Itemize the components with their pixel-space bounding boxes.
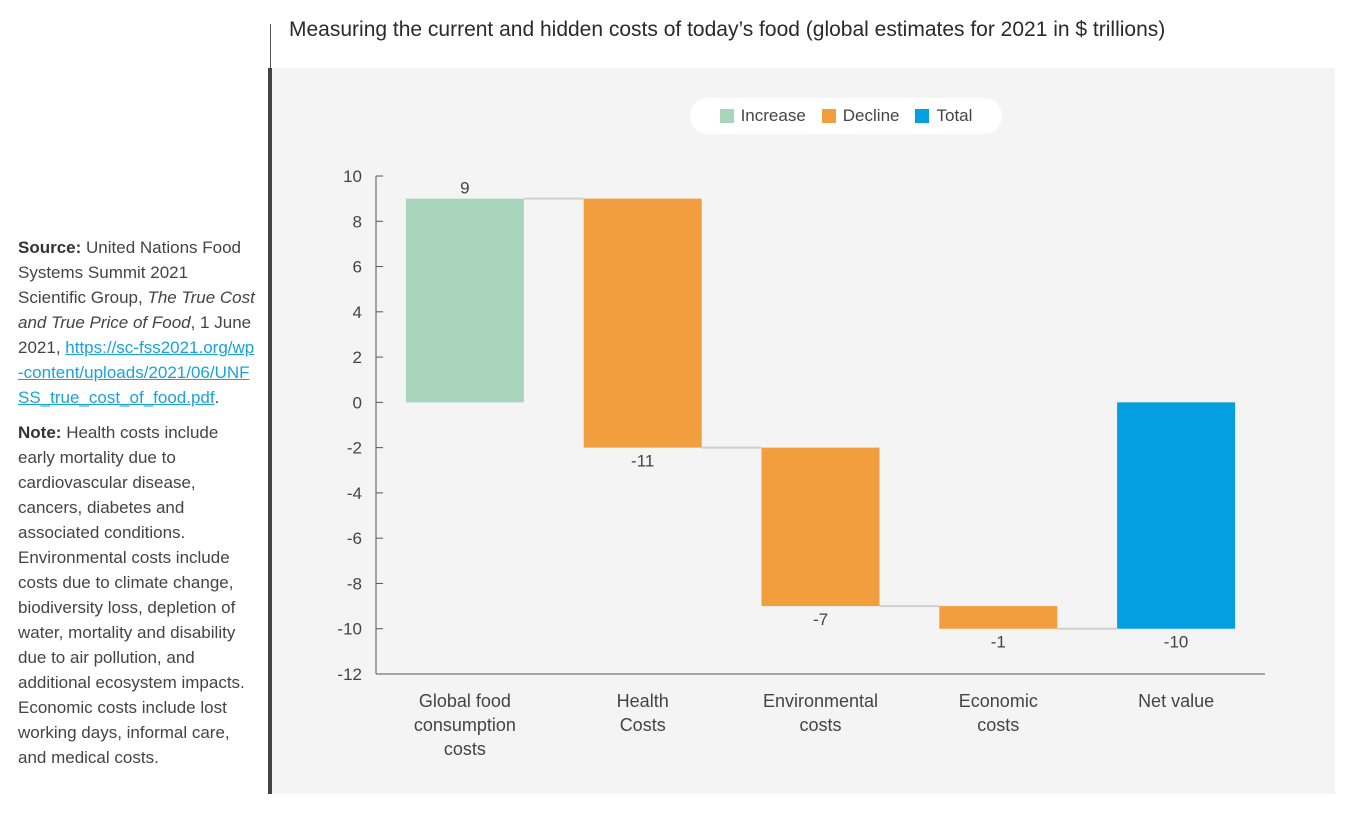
y-tick-label: -8 — [347, 574, 362, 593]
y-tick-label: -6 — [347, 529, 362, 548]
data-label: -11 — [631, 452, 654, 471]
bar-decline — [583, 198, 702, 448]
chart-legend: Increase Decline Total — [690, 98, 1002, 134]
y-tick-label: 2 — [353, 348, 362, 367]
legend-swatch-total — [915, 109, 930, 123]
y-tick-label: -2 — [347, 439, 362, 458]
bar-increase — [405, 198, 524, 403]
y-tick-label: 8 — [353, 212, 362, 231]
source-link[interactable]: https://sc-fss2021.org/wp-content/upload… — [18, 338, 255, 407]
legend-item-decline: Decline — [821, 106, 900, 126]
source-text: United Nations Food Systems Summit 2021 … — [18, 238, 242, 307]
panel-divider — [268, 68, 272, 794]
legend-swatch-increase — [719, 109, 734, 123]
legend-label-increase: Increase — [740, 106, 806, 125]
title-divider — [270, 24, 271, 68]
x-category-label: Net value — [1138, 691, 1214, 711]
y-tick-label: -10 — [337, 620, 362, 639]
data-label: -1 — [991, 633, 1006, 652]
sidebar-notes: Source: United Nations Food Systems Summ… — [18, 235, 258, 780]
legend-label-decline: Decline — [842, 106, 900, 125]
y-tick-label: 10 — [343, 167, 362, 186]
data-label: -7 — [813, 610, 828, 629]
source-title: The True Cost and True Price of Food — [18, 288, 255, 332]
note-label: Note: — [18, 423, 62, 442]
bar-decline — [761, 447, 880, 607]
bar-total — [1117, 402, 1236, 629]
chart-title: Measuring the current and hidden costs o… — [289, 18, 1166, 41]
source-label: Source: — [18, 238, 82, 257]
legend-item-increase: Increase — [719, 106, 806, 126]
source-end: . — [214, 388, 220, 407]
y-tick-label: 6 — [353, 258, 362, 277]
note-text: Health costs include early mortality due… — [18, 423, 245, 767]
y-tick-label: 4 — [353, 303, 362, 322]
data-label: -10 — [1164, 633, 1189, 652]
x-category-label: Economic costs — [959, 691, 1038, 735]
source-date: , 1 June 2021, — [18, 313, 252, 357]
y-tick-label: 0 — [353, 393, 362, 412]
y-tick-label: -12 — [337, 665, 362, 684]
note-paragraph: Note: Health costs include early mortali… — [18, 420, 258, 770]
x-category-label: Environmental costs — [763, 691, 878, 735]
data-label: 9 — [460, 179, 469, 198]
y-tick-label: -4 — [347, 484, 362, 503]
legend-item-total: Total — [915, 106, 972, 126]
bar-decline — [939, 606, 1058, 629]
x-category-label: Global food consumption costs — [414, 691, 516, 759]
x-category-label: Health Costs — [617, 691, 669, 735]
source-paragraph: Source: United Nations Food Systems Summ… — [18, 235, 258, 410]
legend-label-total: Total — [936, 106, 973, 125]
legend-swatch-decline — [821, 109, 836, 123]
